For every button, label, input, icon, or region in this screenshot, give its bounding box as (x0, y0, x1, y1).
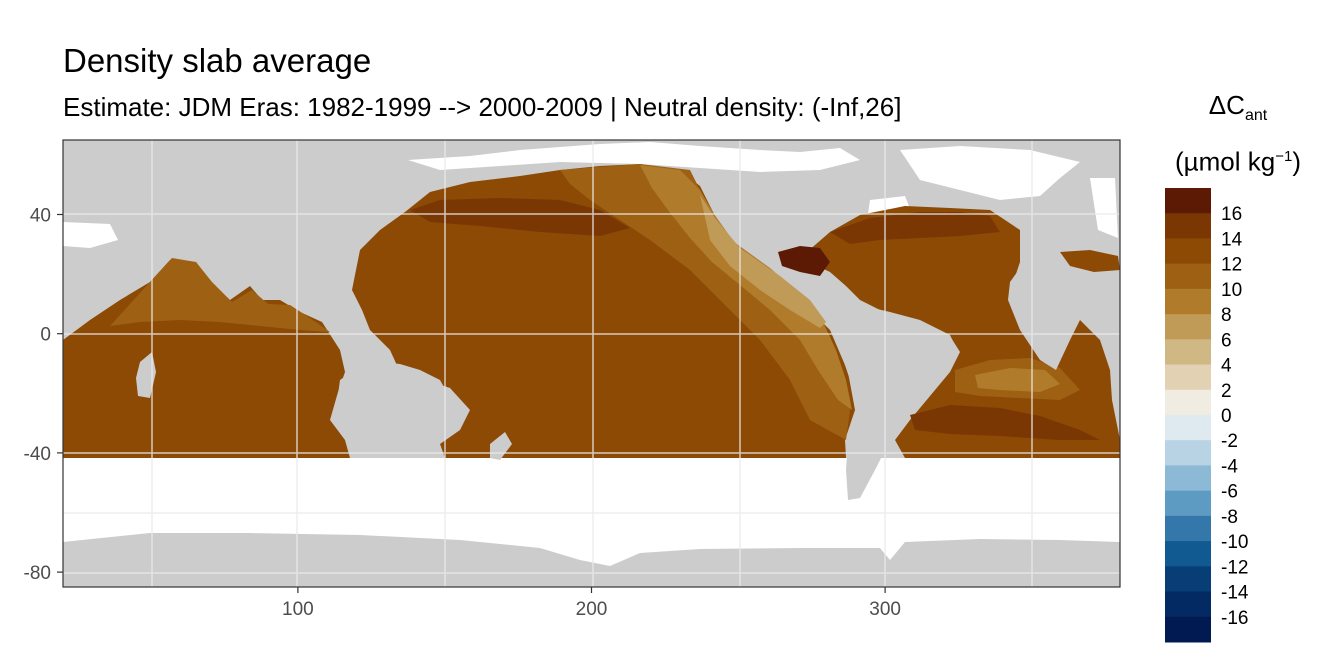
gridlines (63, 140, 1120, 587)
legend-swatch (1165, 238, 1211, 265)
gulf-of-mexico-dark (778, 246, 830, 276)
legend-title-unit: (µmol kg−1) (1175, 146, 1301, 177)
y-tick-label: 0 (40, 325, 51, 346)
legend-swatch (1165, 213, 1211, 239)
legend-swatch (1165, 490, 1211, 517)
east-pacific-light (640, 165, 852, 410)
legend-colorbar: 16 14 12 10 8 6 4 2 0 -2 -4 -6 -8 -10 -12 -14 -16 (1165, 188, 1249, 643)
legend-label: -10 (1221, 532, 1248, 553)
australia (336, 362, 452, 446)
legend-title: ΔCant (µmol kg−1) (1158, 86, 1318, 184)
legend-swatch (1165, 364, 1211, 391)
north-atlantic-no-data (900, 146, 1080, 200)
north-pacific-dark (410, 198, 630, 236)
legend-swatch (1165, 465, 1211, 492)
legend-swatch (1165, 288, 1211, 315)
y-tick-label: 40 (30, 206, 51, 227)
legend-label: -14 (1221, 583, 1249, 604)
baltic-no-data (1090, 178, 1118, 238)
legend-label: -4 (1221, 456, 1238, 477)
arctic-ocean-no-data (408, 142, 860, 172)
south-america (830, 305, 958, 500)
y-tick-label: -40 (24, 444, 51, 465)
legend-label: -8 (1221, 507, 1238, 528)
legend-swatch (1165, 515, 1211, 542)
mediterranean-sea (1060, 250, 1120, 272)
legend-swatch (1165, 263, 1211, 290)
legend-label: 12 (1221, 255, 1242, 276)
legend-swatch (1165, 566, 1211, 593)
legend-label: 10 (1221, 280, 1242, 301)
y-tick-label: -80 (24, 563, 51, 584)
legend-label: 4 (1221, 356, 1232, 377)
x-tick-label: 200 (576, 599, 608, 620)
map-panel (63, 140, 1120, 587)
chart-subtitle: Estimate: JDM Eras: 1982-1999 --> 2000-2… (63, 92, 902, 122)
legend-title-variable: ΔCant (1208, 90, 1268, 125)
legend-swatch (1165, 440, 1211, 466)
africa (1008, 268, 1120, 370)
madagascar (136, 352, 156, 398)
east-pacific-pale (700, 195, 826, 328)
north-atlantic-dark (830, 212, 1000, 244)
legend-label: 2 (1221, 381, 1232, 402)
legend-swatch (1165, 188, 1211, 214)
legend-label: 14 (1221, 229, 1243, 250)
indian-ocean-north (110, 258, 330, 332)
legend-swatch (1165, 415, 1211, 441)
legend-label: 0 (1221, 406, 1232, 427)
legend-swatch (1165, 314, 1211, 340)
chart-title: Density slab average (63, 42, 372, 79)
legend-swatch (1165, 616, 1211, 643)
legend-label: 16 (1221, 204, 1242, 225)
legend-swatch (1165, 389, 1211, 416)
x-tick-label: 300 (869, 599, 901, 620)
legend-label: 6 (1221, 330, 1232, 351)
legend-swatch (1165, 591, 1211, 618)
legend-label: -6 (1221, 482, 1238, 503)
legend-swatch (1165, 541, 1211, 567)
south-atlantic-lighter (975, 368, 1060, 392)
x-tick-label: 100 (282, 599, 314, 620)
west-coast-no-data (63, 222, 118, 248)
legend-label: -16 (1221, 608, 1248, 629)
pacific-ocean (352, 164, 855, 458)
antarctica (63, 535, 1120, 587)
legend-label: 8 (1221, 305, 1232, 326)
legend-swatch (1165, 339, 1211, 366)
legend-label: -12 (1221, 557, 1248, 578)
legend-label: -2 (1221, 431, 1238, 452)
south-atlantic-dark (910, 405, 1100, 440)
